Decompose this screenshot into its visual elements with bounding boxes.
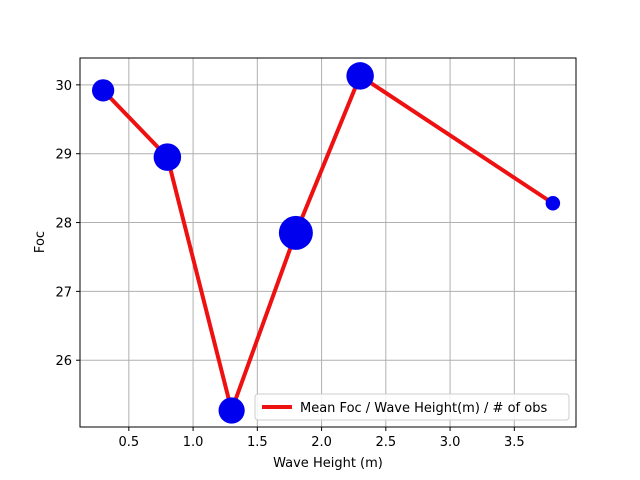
x-tick-label: 1.0 — [183, 435, 204, 450]
x-axis-label: Wave Height (m) — [273, 456, 383, 471]
data-point-marker — [218, 397, 245, 424]
y-tick-label: 28 — [55, 217, 72, 232]
series-line — [101, 72, 554, 418]
data-point-marker — [346, 62, 374, 90]
x-tick-label: 1.5 — [247, 435, 268, 450]
data-point-marker — [153, 143, 182, 171]
data-point-marker — [91, 79, 115, 102]
y-tick-label: 30 — [55, 79, 72, 94]
y-tick-label: 27 — [55, 285, 72, 300]
data-point-marker — [545, 196, 561, 211]
data-point-marker — [278, 215, 313, 250]
x-tick-label: 2.5 — [375, 435, 396, 450]
x-tick-label: 3.5 — [504, 435, 525, 450]
plot-area-frame — [79, 57, 577, 428]
legend: Mean Foc / Wave Height(m) / # of obs — [254, 393, 570, 421]
y-axis-label: Foc — [33, 231, 48, 253]
y-tick-label: 26 — [55, 354, 72, 369]
legend-label: Mean Foc / Wave Height(m) / # of obs — [300, 401, 547, 416]
series-line-layer — [101, 72, 554, 418]
x-tick-label: 2.0 — [311, 435, 332, 450]
x-tick-label: 3.0 — [440, 435, 461, 450]
y-tick-label: 29 — [55, 148, 72, 163]
y-axis: 26 27 28 29 30 — [55, 79, 80, 369]
x-tick-label: 0.5 — [118, 435, 139, 450]
x-axis: 0.5 1.0 1.5 2.0 2.5 3.0 3.5 — [118, 427, 525, 450]
marker-layer — [91, 62, 561, 424]
legend-box — [254, 393, 570, 421]
